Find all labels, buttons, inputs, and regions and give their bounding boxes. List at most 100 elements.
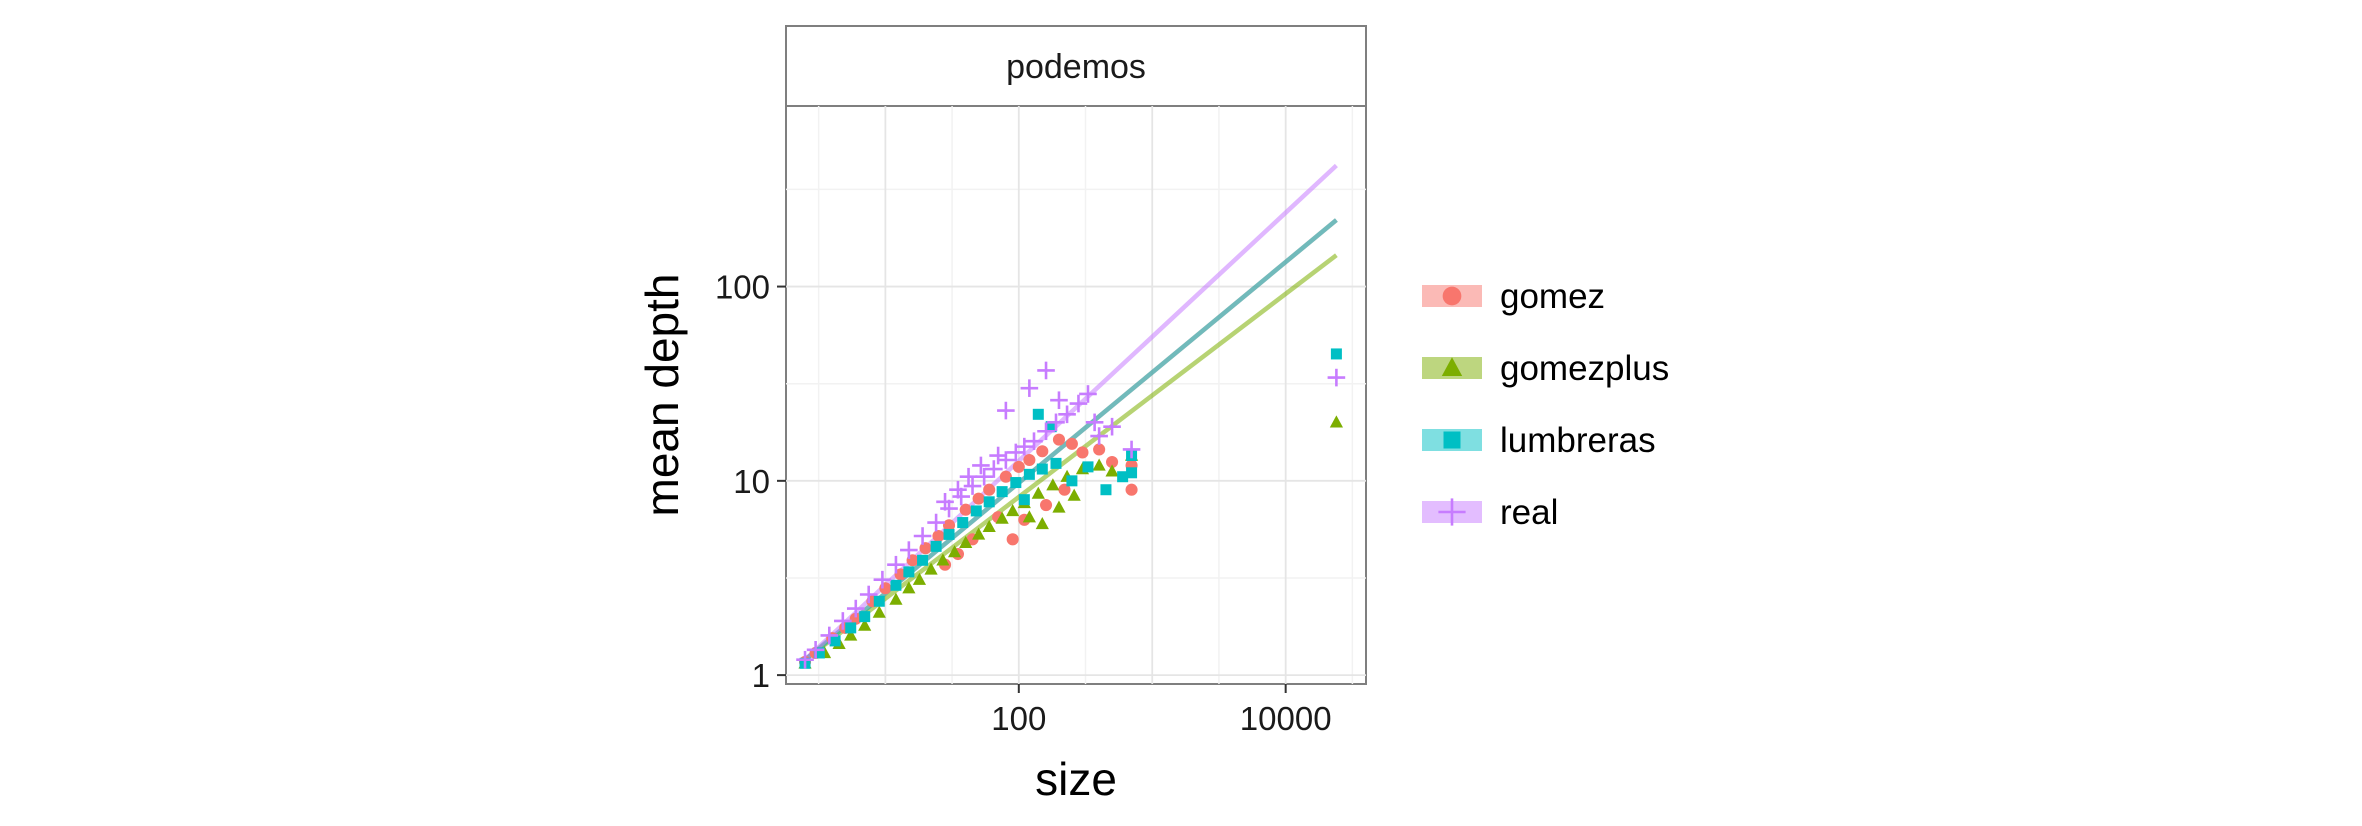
point-real <box>1122 440 1141 459</box>
y-axis-title: mean depth <box>636 274 688 517</box>
point-gomez <box>849 612 862 625</box>
point-real <box>1037 361 1055 380</box>
legend-label: gomezplus <box>1500 349 1669 388</box>
facet-strip <box>785 25 1367 107</box>
point-real <box>887 555 905 574</box>
point-gomezplus <box>872 605 886 618</box>
point-gomez <box>932 529 945 543</box>
point-real <box>1079 385 1097 403</box>
point-gomez <box>983 483 996 496</box>
point-lumbreras <box>970 505 982 517</box>
legend-key-marker <box>1438 498 1466 526</box>
point-real <box>997 451 1015 469</box>
point-gomez <box>1006 533 1019 546</box>
point-real <box>963 477 982 495</box>
point-gomez <box>1036 445 1049 458</box>
point-lumbreras <box>1018 494 1030 506</box>
point-real <box>1037 422 1055 441</box>
point-real <box>1020 379 1039 397</box>
legend-item-real: real <box>1422 493 1558 532</box>
point-gomez <box>1125 483 1138 496</box>
point-lumbreras <box>957 517 969 529</box>
point-real <box>975 467 993 486</box>
point-lumbreras <box>1036 463 1048 475</box>
legend-key-marker <box>1443 431 1461 449</box>
point-lumbreras <box>930 540 942 552</box>
point-gomezplus <box>1035 517 1049 530</box>
point-gomezplus <box>995 511 1009 524</box>
legend-key-marker <box>1441 357 1463 377</box>
legend-item-lumbreras: lumbreras <box>1422 421 1656 460</box>
point-gomez <box>1023 453 1036 467</box>
point-lumbreras <box>845 622 857 634</box>
point-gomezplus <box>1092 458 1106 471</box>
point-lumbreras <box>890 579 902 591</box>
point-gomezplus <box>844 628 858 641</box>
point-real <box>1058 405 1076 424</box>
point-real <box>846 599 865 618</box>
point-real <box>806 640 825 659</box>
point-lumbreras <box>859 611 871 623</box>
point-gomez <box>1106 455 1119 469</box>
point-gomezplus <box>1329 415 1343 428</box>
legend: gomez gomezplus lumbreras real <box>1422 277 1669 532</box>
point-gomez <box>1058 483 1071 496</box>
point-lumbreras <box>829 635 841 647</box>
point-lumbreras <box>1045 421 1057 433</box>
point-real <box>859 585 878 604</box>
point-lumbreras <box>1330 348 1342 360</box>
point-gomezplus <box>1031 486 1045 499</box>
point-gomezplus <box>1006 503 1020 517</box>
point-gomezplus <box>858 618 872 631</box>
point-gomez <box>1076 446 1089 459</box>
point-gomezplus <box>1105 464 1119 477</box>
x-axis-title: size <box>1035 753 1117 805</box>
point-gomez <box>1012 460 1025 473</box>
point-real <box>1047 413 1065 432</box>
point-lumbreras <box>1010 477 1022 489</box>
point-gomez <box>1093 443 1106 456</box>
point-real <box>949 480 967 499</box>
point-gomez <box>919 542 932 555</box>
point-real <box>834 612 852 630</box>
data-points <box>796 348 1346 669</box>
point-lumbreras <box>1050 457 1062 469</box>
point-lumbreras <box>903 566 915 578</box>
point-real <box>989 446 1007 465</box>
facet-title: podemos <box>1006 48 1146 86</box>
point-real <box>959 467 978 486</box>
legend-label: lumbreras <box>1500 421 1656 460</box>
point-real <box>972 456 990 475</box>
point-lumbreras <box>943 528 955 540</box>
legend-label: gomez <box>1500 277 1605 316</box>
point-gomez <box>999 470 1012 483</box>
point-gomezplus <box>1022 510 1036 523</box>
point-gomezplus <box>912 572 927 585</box>
point-lumbreras <box>1100 484 1112 496</box>
point-real <box>820 626 839 645</box>
point-real <box>985 460 1003 478</box>
point-gomez <box>1039 499 1053 512</box>
point-gomez <box>1065 437 1078 450</box>
point-gomezplus <box>902 581 916 594</box>
point-real <box>1085 413 1104 432</box>
point-lumbreras <box>1082 461 1094 473</box>
point-lumbreras <box>873 595 885 607</box>
legend-label: real <box>1500 493 1558 532</box>
point-lumbreras <box>1066 475 1078 487</box>
point-gomezplus <box>947 545 962 558</box>
fit-line-gomezplus <box>803 253 1338 662</box>
legend-key-marker <box>1442 286 1462 306</box>
point-real <box>1090 427 1108 445</box>
y-tick-label: 1 <box>752 657 770 694</box>
point-gomez <box>959 503 972 516</box>
point-real <box>1050 391 1068 410</box>
point-gomez <box>1052 433 1066 446</box>
legend-item-gomez: gomez <box>1422 277 1605 316</box>
legend-item-gomezplus: gomezplus <box>1422 349 1669 388</box>
point-gomezplus <box>924 562 938 575</box>
point-real <box>1015 437 1034 456</box>
point-lumbreras <box>1023 468 1035 480</box>
point-real <box>1069 394 1088 413</box>
point-gomez <box>942 519 956 532</box>
